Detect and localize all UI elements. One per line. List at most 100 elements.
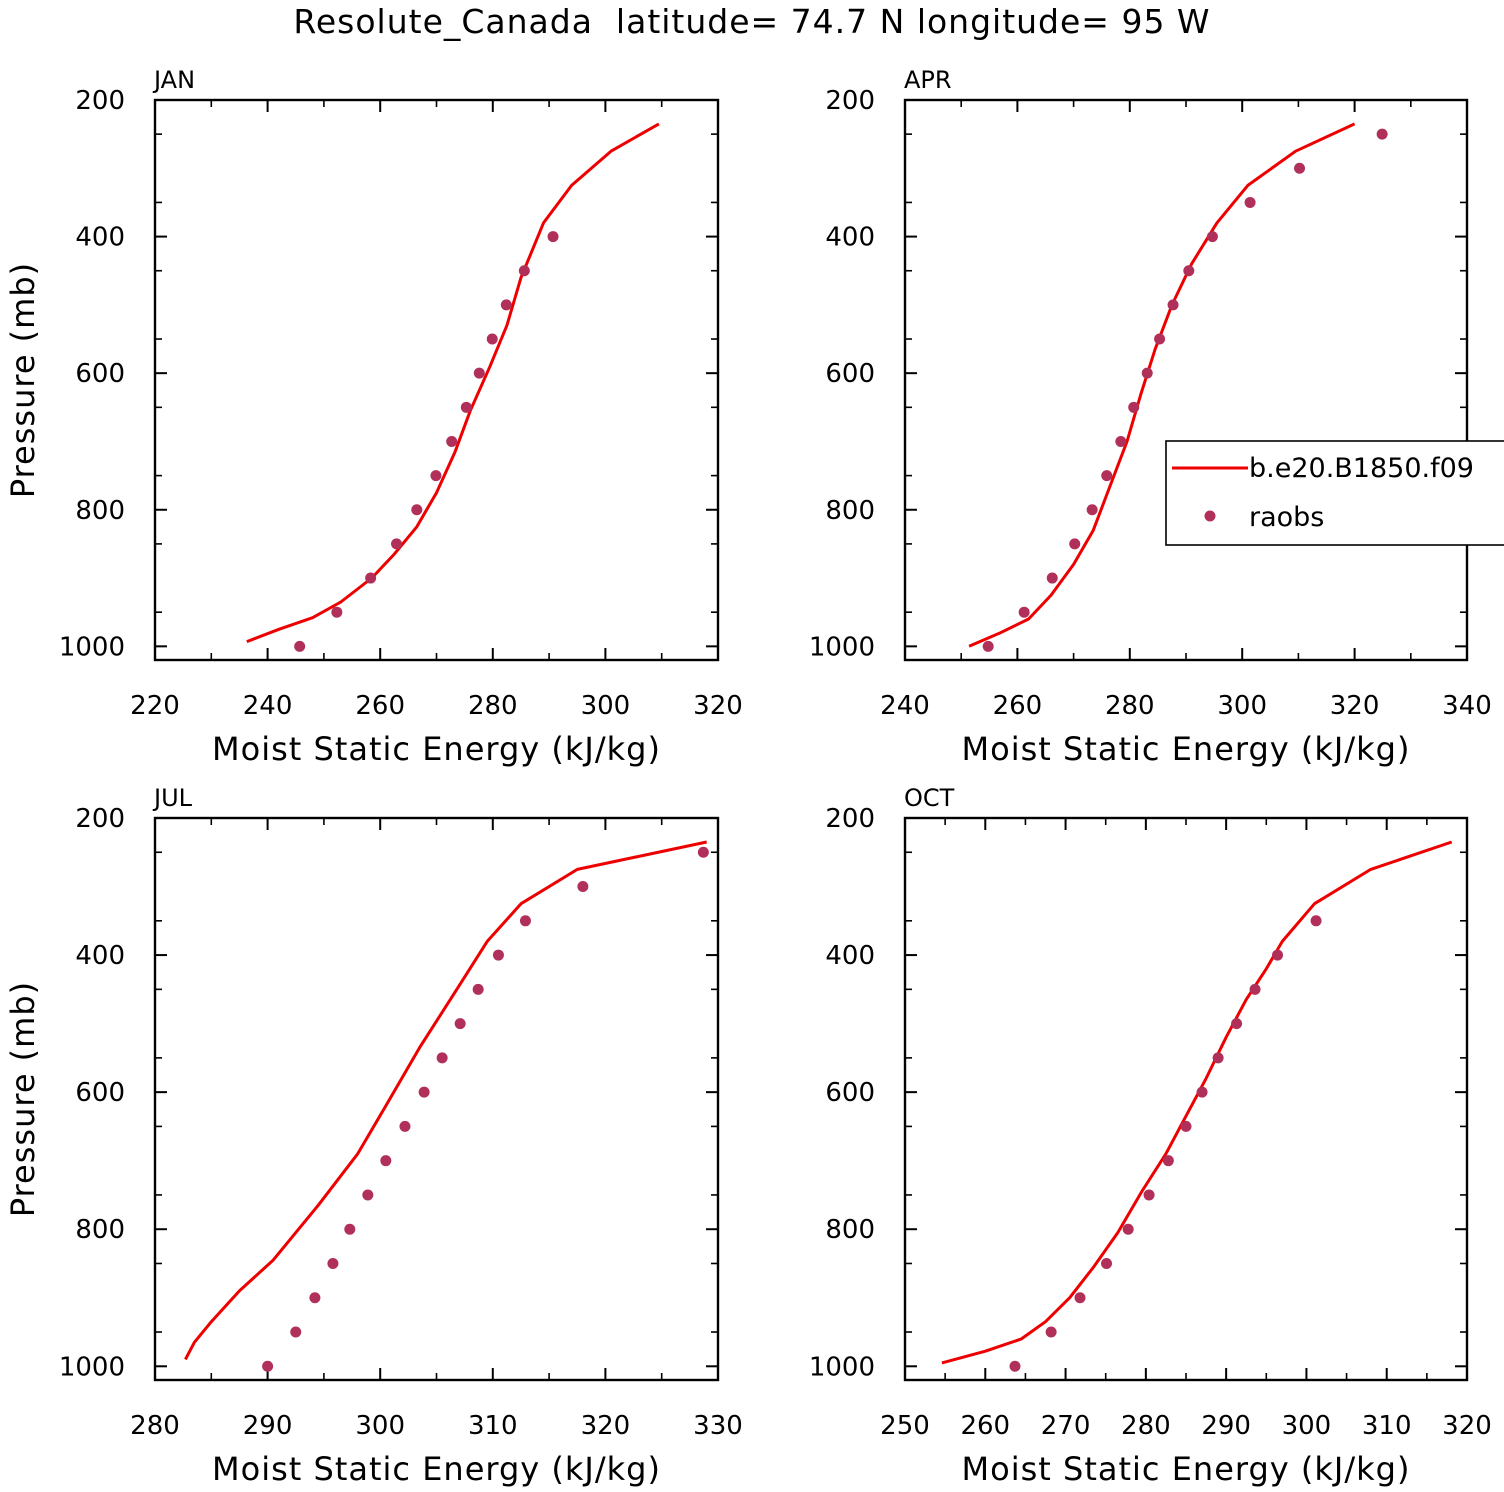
obs-point (1046, 572, 1058, 584)
x-tick-label: 300 (355, 1411, 405, 1441)
obs-point (1167, 299, 1179, 311)
obs-point (331, 606, 343, 618)
y-tick-label: 400 (825, 941, 875, 971)
x-tick-label: 290 (1201, 1411, 1251, 1441)
legend-label-model: b.e20.B1850.f09 (1249, 453, 1474, 484)
obs-point (547, 231, 559, 243)
panel-apr: APR 240 260 280 300 320 340 200 400 600 800 1000 Moi… (809, 66, 1492, 768)
obs-point (1206, 231, 1218, 243)
obs-point (1310, 915, 1322, 927)
obs-point (446, 435, 458, 447)
x-axis-label: Moist Static Energy (kJ/kg) (962, 730, 1411, 768)
obs-point (1183, 265, 1195, 277)
x-tick-label: 310 (1362, 1411, 1412, 1441)
series-line-model (941, 840, 1453, 1365)
obs-point (362, 1189, 374, 1201)
obs-point (399, 1120, 411, 1132)
y-axis-label: Pressure (mb) (4, 981, 42, 1217)
x-tick-label: 240 (880, 691, 930, 721)
x-axis-label: Moist Static Energy (kJ/kg) (212, 1450, 661, 1488)
x-tick-label: 270 (1041, 1411, 1091, 1441)
x-axis-label: Moist Static Energy (kJ/kg) (212, 730, 661, 768)
y-tick-label: 400 (75, 941, 125, 971)
obs-point (486, 333, 498, 345)
obs-point (1069, 538, 1081, 550)
panel-label: APR (904, 66, 952, 94)
obs-point (290, 1326, 302, 1338)
y-tick-label: 1000 (809, 632, 875, 662)
obs-point (309, 1292, 321, 1304)
obs-point (473, 367, 485, 379)
y-tick-label: 200 (75, 804, 125, 834)
obs-point (430, 470, 442, 482)
legend-marker-swatch (1204, 510, 1216, 522)
obs-point (472, 983, 484, 995)
obs-point (1212, 1052, 1224, 1064)
panel-jan: JAN 220 240 260 280 300 320 200 400 600 800 1000 Moi… (4, 66, 743, 768)
obs-point (1018, 606, 1030, 618)
obs-point (436, 1052, 448, 1064)
obs-point (577, 881, 589, 893)
panel-jul: JUL 280 290 300 310 320 330 200 400 600 800 1000 Moi… (4, 784, 743, 1488)
x-tick-label: 320 (1442, 1411, 1492, 1441)
x-tick-label: 320 (1330, 691, 1380, 721)
x-tick-label: 280 (1105, 691, 1155, 721)
obs-point (294, 640, 306, 652)
obs-point (327, 1257, 339, 1269)
panel-label: JAN (152, 66, 195, 94)
x-axis-label: Moist Static Energy (kJ/kg) (962, 1450, 1411, 1488)
obs-point (1143, 1189, 1155, 1201)
obs-point (418, 1086, 430, 1098)
plot-frame (153, 98, 720, 662)
y-tick-label: 1000 (59, 1352, 125, 1382)
x-tick-label: 240 (243, 691, 293, 721)
obs-point (1128, 401, 1140, 413)
obs-point (500, 299, 512, 311)
x-tick-label: 280 (130, 1411, 180, 1441)
y-tick-label: 600 (75, 1078, 125, 1108)
legend-box (1165, 440, 1504, 546)
obs-point (344, 1223, 356, 1235)
x-tick-label: 250 (880, 1411, 930, 1441)
legend: b.e20.B1850.f09 raobs (1165, 440, 1504, 546)
x-tick-label: 280 (1121, 1411, 1171, 1441)
obs-point (1231, 1018, 1243, 1030)
y-tick-label: 600 (75, 359, 125, 389)
y-tick-label: 600 (825, 359, 875, 389)
series-line-model (246, 122, 660, 644)
y-axis-label: Pressure (mb) (4, 262, 42, 498)
y-tick-label: 600 (825, 1078, 875, 1108)
obs-point (982, 640, 994, 652)
obs-point (1244, 196, 1256, 208)
obs-point (492, 949, 504, 961)
x-tick-label: 300 (581, 691, 631, 721)
obs-point (1154, 333, 1166, 345)
obs-point (1196, 1086, 1208, 1098)
panel-label: OCT (904, 784, 955, 812)
plot-frame (153, 816, 720, 1382)
x-tick-label: 220 (130, 691, 180, 721)
obs-point (1074, 1292, 1086, 1304)
obs-point (380, 1155, 392, 1167)
x-tick-label: 330 (693, 1411, 743, 1441)
obs-point (460, 401, 472, 413)
obs-point (1249, 983, 1261, 995)
obs-point (454, 1018, 466, 1030)
obs-point (1009, 1360, 1021, 1372)
legend-label-obs: raobs (1249, 502, 1324, 533)
obs-point (1162, 1155, 1174, 1167)
x-tick-label: 280 (468, 691, 518, 721)
x-tick-label: 260 (993, 691, 1043, 721)
x-tick-label: 290 (243, 1411, 293, 1441)
obs-point (411, 504, 423, 516)
obs-point (1101, 470, 1113, 482)
y-tick-label: 200 (825, 86, 875, 116)
series-line-model (184, 840, 708, 1361)
x-tick-label: 260 (960, 1411, 1010, 1441)
obs-point (1294, 162, 1306, 174)
plot-frame (903, 98, 1469, 662)
x-tick-label: 320 (581, 1411, 631, 1441)
y-tick-label: 400 (825, 223, 875, 253)
